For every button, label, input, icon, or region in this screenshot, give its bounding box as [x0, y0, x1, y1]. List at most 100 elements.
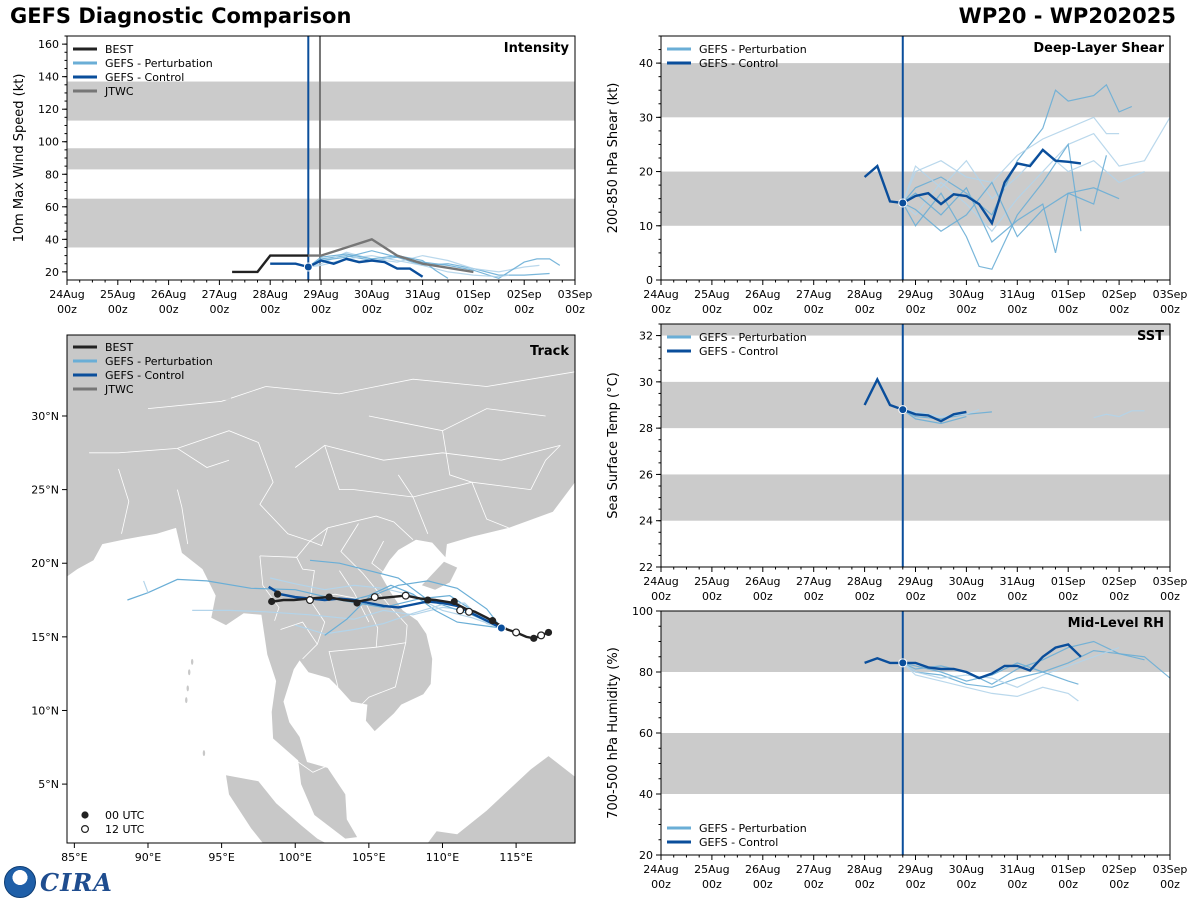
- storm-id-title: WP20 - WP202025: [958, 4, 1176, 28]
- sst-xtick-hour-label: 00z: [1007, 590, 1027, 603]
- track-legend-00utc-label: 00 UTC: [105, 809, 145, 822]
- track-legend-label-control: GEFS - Control: [105, 369, 184, 382]
- shear-xtick-hour-label: 00z: [855, 303, 875, 316]
- sst-xtick-hour-label: 00z: [855, 590, 875, 603]
- intensity-band-2: [67, 81, 575, 121]
- country-border-line: [442, 430, 473, 483]
- shear-perturbation-line-0: [902, 83, 1133, 216]
- intensity-ytick-label: 40: [45, 233, 59, 246]
- sst-ytick-label: 26: [639, 468, 653, 481]
- country-border-line: [368, 408, 546, 432]
- shear-xtick-hour-label: 00z: [1007, 303, 1027, 316]
- country-border-line: [118, 430, 414, 542]
- track-ytick-label: 30°N: [31, 410, 59, 423]
- shear-xtick-label: 24Aug: [643, 288, 678, 301]
- intensity-ytick-label: 160: [38, 38, 59, 51]
- sst-xtick-label: 03Sep: [1153, 575, 1188, 588]
- intensity-ytick-label: 80: [45, 168, 59, 181]
- country-border-line: [361, 642, 407, 705]
- track-12utc-marker: [305, 596, 314, 605]
- intensity-xtick-hour-label: 00z: [514, 303, 534, 316]
- intensity-xtick-hour-label: 00z: [464, 303, 484, 316]
- rh-xtick-hour-label: 00z: [753, 878, 773, 891]
- intensity-ytick-label: 100: [38, 136, 59, 149]
- shear-xtick-label: 28Aug: [847, 288, 882, 301]
- shear-plot-area: [661, 36, 1170, 280]
- sst-ytick-label: 24: [639, 515, 653, 528]
- rh-xtick-hour-label: 00z: [702, 878, 722, 891]
- intensity-legend-label-pert: GEFS - Perturbation: [105, 57, 213, 70]
- track-ytick-label: 25°N: [31, 484, 59, 497]
- track-12utc-marker: [370, 593, 379, 602]
- shear-xtick-label: 03Sep: [1153, 288, 1188, 301]
- shear-xtick-label: 31Aug: [1000, 288, 1035, 301]
- land-andaman-island: [185, 697, 188, 704]
- intensity-xtick-label: 01Sep: [456, 288, 491, 301]
- shear-init-marker: [898, 198, 908, 208]
- shear-perturbation-line-3: [902, 116, 1120, 204]
- shear-perturbation-line-5: [902, 149, 1145, 204]
- track-legend-label-jtwc: JTWC: [104, 383, 134, 396]
- sst-frame: [660, 323, 1171, 568]
- track-ytick-label: 20°N: [31, 557, 59, 570]
- sst-legend-label-control: GEFS - Control: [699, 345, 778, 358]
- rh-plot-area: [661, 611, 1170, 855]
- sst-xtick-hour-label: 00z: [651, 590, 671, 603]
- sst-panel-title: SST: [1137, 329, 1164, 344]
- shear-xtick-hour-label: 00z: [1160, 303, 1180, 316]
- rh-panel-title: Mid-Level RH: [1068, 616, 1164, 631]
- land-andaman-island: [190, 658, 194, 665]
- sst-init-marker: [898, 405, 908, 415]
- rh-xtick-label: 24Aug: [643, 863, 678, 876]
- intensity-legend-label-jtwc: JTWC: [104, 85, 134, 98]
- country-border-line: [371, 540, 392, 579]
- country-border-line: [309, 599, 326, 645]
- rh-band-0: [661, 733, 1170, 794]
- rh-xtick-label: 25Aug: [694, 863, 729, 876]
- rh-xtick-label: 03Sep: [1153, 863, 1188, 876]
- intensity-xtick-label: 30Aug: [354, 288, 389, 301]
- track-xtick-label: 115°E: [499, 851, 532, 864]
- intensity-xtick-label: 02Sep: [507, 288, 542, 301]
- rh-ytick-label: 60: [639, 727, 653, 740]
- land-andaman-island: [202, 750, 206, 757]
- shear-xtick-hour-label: 00z: [906, 303, 926, 316]
- track-xtick-label: 90°E: [135, 851, 161, 864]
- intensity-perturbation-line-2: [308, 250, 561, 280]
- country-border-line: [530, 445, 561, 490]
- rh-xtick-label: 29Aug: [898, 863, 933, 876]
- figure-title: GEFS Diagnostic Comparison: [10, 4, 352, 28]
- track-legend-label-best: BEST: [105, 341, 133, 354]
- track-12utc-marker: [464, 607, 473, 616]
- intensity-xtick-label: 25Aug: [100, 288, 135, 301]
- rh-xtick-hour-label: 00z: [906, 878, 926, 891]
- rh-ylabel: 700-500 hPa Humidity (%): [606, 647, 621, 819]
- intensity-xtick-hour-label: 00z: [311, 303, 331, 316]
- sst-xtick-label: 27Aug: [796, 575, 831, 588]
- rh-xtick-hour-label: 00z: [1160, 878, 1180, 891]
- rh-xtick-label: 01Sep: [1051, 863, 1086, 876]
- sst-xtick-hour-label: 00z: [804, 590, 824, 603]
- land-sumatra: [226, 775, 326, 843]
- rh-xtick-label: 28Aug: [847, 863, 882, 876]
- intensity-perturbation-line-1: [308, 251, 540, 273]
- sst-ytick-label: 28: [639, 422, 653, 435]
- track-ytick-label: 5°N: [38, 778, 59, 791]
- track-perturbation-line-2: [309, 559, 502, 629]
- track-panel-title: Track: [530, 344, 569, 359]
- country-border-line: [294, 444, 355, 491]
- track-map-area: [67, 335, 575, 843]
- rh-xtick-label: 02Sep: [1102, 863, 1137, 876]
- track-xtick-label: 85°E: [61, 851, 87, 864]
- land-andaman-island: [188, 669, 191, 676]
- shear-xtick-label: 26Aug: [745, 288, 780, 301]
- rh-perturbation-line-1: [902, 662, 1079, 702]
- intensity-ytick-label: 120: [38, 103, 59, 116]
- intensity-band-1: [67, 148, 575, 170]
- sst-ytick-label: 22: [639, 561, 653, 574]
- sst-perturbation-line-2: [902, 409, 967, 425]
- rh-xtick-hour-label: 00z: [651, 878, 671, 891]
- shear-panel-title: Deep-Layer Shear: [1033, 41, 1164, 56]
- track-xtick-label: 95°E: [208, 851, 234, 864]
- rh-legend-label-control: GEFS - Control: [699, 836, 778, 849]
